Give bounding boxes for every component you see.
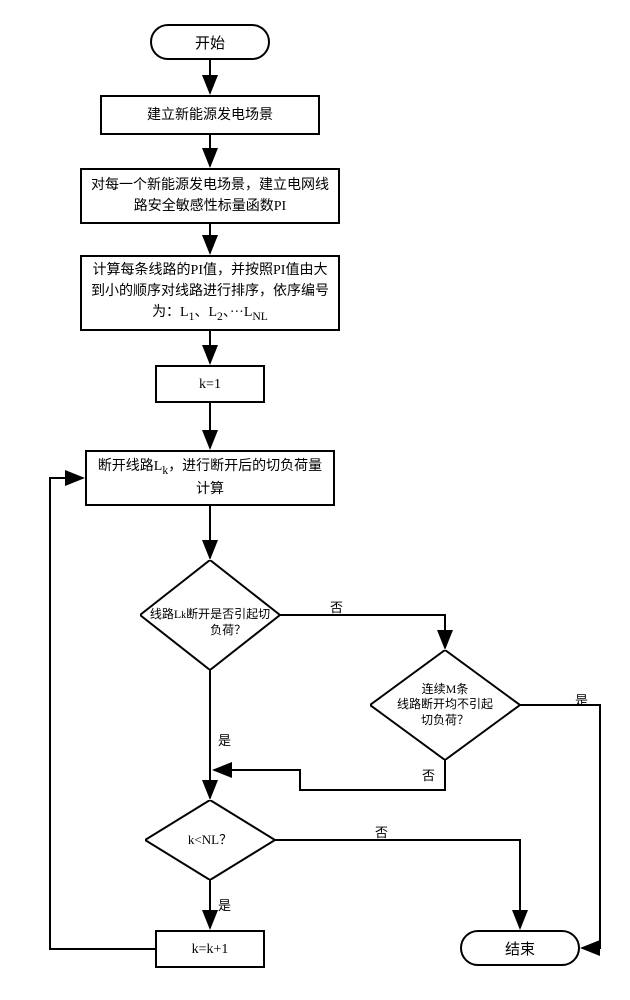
- process-6: k=k+1: [155, 930, 265, 968]
- decision-3: k<NL？: [145, 800, 275, 880]
- end-label: 结束: [505, 938, 535, 959]
- d2-yes-label: 是: [575, 690, 588, 709]
- decision-2: 连续M条线路断开均不引起切负荷？: [370, 650, 520, 760]
- decision-1: 线路Lk断开是否引起切负荷？: [140, 560, 280, 670]
- process-4: k=1: [155, 365, 265, 403]
- process-2-label: 对每一个新能源发电场景，建立电网线路安全敏感性标量函数PI: [88, 175, 332, 217]
- decision-1-label: 线路Lk断开是否引起切负荷？: [140, 560, 280, 670]
- process-4-label: k=1: [199, 374, 221, 395]
- process-1: 建立新能源发电场景: [100, 95, 320, 135]
- process-3: 计算每条线路的PI值，并按照PI值由大到小的顺序对线路进行排序，依序编号为：L1…: [80, 255, 340, 331]
- d1-yes-label: 是: [218, 730, 231, 749]
- decision-3-label: k<NL？: [145, 800, 275, 880]
- d1-no-label: 否: [330, 597, 343, 616]
- end-terminal: 结束: [460, 930, 580, 966]
- decision-2-label: 连续M条线路断开均不引起切负荷？: [370, 650, 520, 760]
- start-label: 开始: [195, 32, 225, 53]
- start-terminal: 开始: [150, 24, 270, 60]
- process-5-label: 断开线路Lk，进行断开后的切负荷量计算: [93, 456, 327, 500]
- process-2: 对每一个新能源发电场景，建立电网线路安全敏感性标量函数PI: [80, 168, 340, 224]
- process-1-label: 建立新能源发电场景: [147, 105, 273, 126]
- d2-no-label: 否: [422, 765, 435, 784]
- d3-no-label: 否: [375, 822, 388, 841]
- process-3-label: 计算每条线路的PI值，并按照PI值由大到小的顺序对线路进行排序，依序编号为：L1…: [88, 260, 332, 325]
- d3-yes-label: 是: [218, 895, 231, 914]
- process-5: 断开线路Lk，进行断开后的切负荷量计算: [85, 450, 335, 506]
- process-6-label: k=k+1: [192, 939, 229, 960]
